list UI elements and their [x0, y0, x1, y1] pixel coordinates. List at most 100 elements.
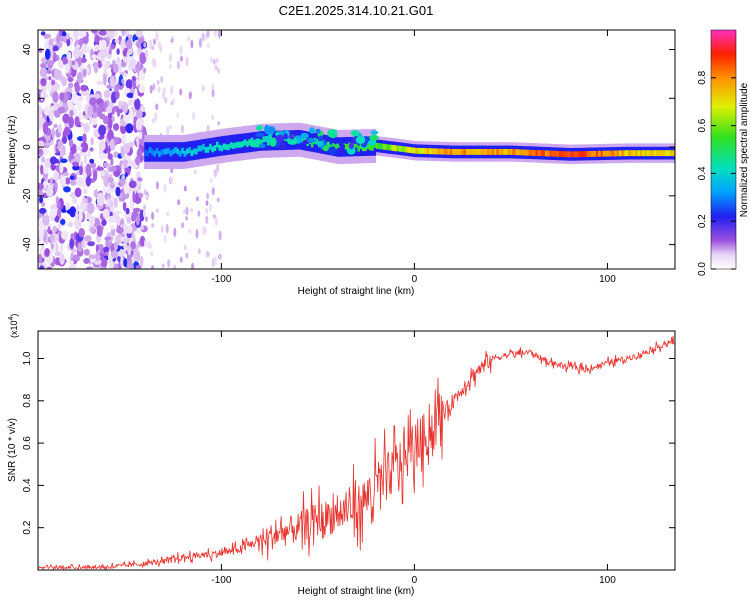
heatmap-noise-cell: [80, 122, 84, 127]
heatmap-noise-cell: [43, 166, 49, 175]
heatmap-blob-cell: [248, 139, 259, 147]
heatmap-noise-cell: [163, 234, 167, 244]
heatmap-ridge-cell: [257, 138, 261, 145]
snr-x-ticks: -100 0 100: [211, 331, 616, 586]
heatmap-noise-cell: [128, 58, 137, 69]
heatmap-noise-cell: [62, 176, 66, 187]
heatmap-ridge-cell: [535, 150, 539, 156]
colorbar-tick-label: 0.4: [697, 166, 708, 180]
heatmap-ridge-cell: [656, 150, 659, 157]
heatmap-ridge-cell: [616, 150, 620, 157]
heatmap-ridge-cell: [449, 148, 453, 155]
heatmap-ridge-cell: [563, 151, 566, 158]
heatmap-ridge-cell: [554, 150, 557, 157]
heatmap-ridge-cell: [498, 149, 502, 155]
heatmap-noise-cell: [80, 161, 84, 167]
heatmap-blob-cell: [269, 137, 277, 147]
heatmap-noise-cell: [61, 56, 69, 65]
heatmap-ridge-cell: [493, 149, 497, 155]
heatmap-blob-cell: [309, 127, 315, 134]
heatmap-ridge-cell: [609, 150, 613, 157]
colorbar-tick-label: 0.8: [697, 70, 708, 84]
heatmap-noise-cell: [181, 222, 185, 229]
heatmap-noise-cell: [183, 244, 187, 251]
heatmap-noise-cell: [127, 34, 133, 39]
heatmap-noise-cell: [87, 202, 95, 214]
heatmap-noise-cell: [214, 255, 217, 266]
heatmap-noise-cell: [211, 89, 215, 98]
heatmap-noise-cell: [42, 214, 50, 226]
heatmap-noise-cell: [192, 111, 195, 121]
heatmap-ridge-cell: [649, 150, 652, 157]
heatmap-noise-cell: [136, 135, 140, 148]
heatmap-ridge-cell: [315, 138, 319, 145]
heatmap-noise-cell: [46, 60, 55, 66]
heatmap-ridge-cell: [396, 145, 400, 152]
heatmap-ridge-cell: [327, 141, 330, 148]
heatmap-noise-cell: [96, 80, 104, 86]
heatmap-ridge-cell: [484, 149, 488, 155]
heatmap-noise-cell: [177, 199, 181, 206]
heatmap-noise-cell: [179, 256, 183, 263]
heatmap-noise-cell: [41, 156, 46, 163]
heatmap-noise-cell: [155, 208, 159, 213]
heatmap-noise-cell: [80, 57, 87, 63]
heatmap-noise-cell: [96, 106, 103, 118]
heatmap-ridge-cell: [436, 148, 439, 155]
heatmap-noise-cell: [60, 158, 68, 164]
heatmap-blob-cell: [317, 140, 324, 147]
heatmap-noise-cell: [74, 116, 80, 126]
spectrogram-y-ticks: -40 -20 0 20 40: [22, 44, 675, 252]
heatmap-noise-cell: [102, 186, 107, 196]
heatmap-ridge-cell: [658, 150, 661, 157]
heatmap-noise-cell: [83, 248, 90, 256]
heatmap-noise-cell: [46, 69, 52, 75]
heatmap-ridge-cell: [628, 150, 631, 157]
heatmap-ridge-cell: [621, 150, 624, 157]
heatmap-noise-cell: [46, 266, 52, 269]
heatmap-noise-cell: [191, 262, 195, 269]
heatmap-noise-cell: [80, 84, 88, 92]
heatmap-noise-cell: [56, 33, 62, 44]
heatmap-noise-cell: [212, 214, 216, 219]
heatmap-ridge-cell: [646, 150, 650, 157]
heatmap-noise-cell: [46, 82, 52, 91]
snr-scale-label: (x104): [8, 314, 19, 338]
heatmap-noise-cell: [211, 258, 215, 268]
heatmap-noise-cell: [215, 58, 219, 64]
heatmap-noise-cell: [139, 235, 146, 247]
heatmap-noise-cell: [125, 207, 130, 215]
heatmap-noise-cell: [193, 169, 197, 175]
heatmap-ridge-cell: [607, 150, 610, 157]
heatmap-noise-cell: [144, 239, 148, 248]
heatmap-noise-cell: [121, 134, 126, 145]
heatmap-ridge-cell: [612, 150, 615, 157]
heatmap-noise-cell: [168, 63, 172, 70]
heatmap-noise-cell: [56, 201, 61, 210]
heatmap-noise-cell: [139, 130, 143, 140]
heatmap-noise-cell: [77, 177, 84, 182]
heatmap-ridge-cell: [570, 151, 573, 158]
heatmap-ridge-cell: [220, 145, 224, 152]
heatmap-ridge-cell: [512, 149, 516, 155]
heatmap-ridge-cell: [385, 144, 388, 150]
heatmap-noise-cell: [94, 35, 101, 43]
heatmap-noise-cell: [116, 226, 124, 234]
heatmap-blob-cell: [339, 143, 346, 150]
heatmap-blob-cell: [328, 129, 338, 139]
heatmap-noise-cell: [129, 108, 133, 120]
heatmap-noise-cell: [119, 177, 126, 186]
heatmap-noise-cell: [110, 225, 115, 230]
heatmap-noise-cell: [218, 230, 222, 241]
heatmap-ridge-cell: [195, 148, 198, 155]
heatmap-noise-cell: [87, 241, 95, 247]
heatmap-ridge-cell: [222, 143, 226, 150]
heatmap-noise-cell: [111, 250, 118, 259]
heatmap-noise-cell: [195, 229, 199, 239]
heatmap-noise-cell: [44, 248, 50, 257]
heatmap-ridge-cell: [331, 143, 335, 150]
heatmap-noise-cell: [176, 60, 180, 70]
heatmap-noise-cell: [135, 156, 141, 166]
heatmap-noise-cell: [108, 48, 112, 55]
